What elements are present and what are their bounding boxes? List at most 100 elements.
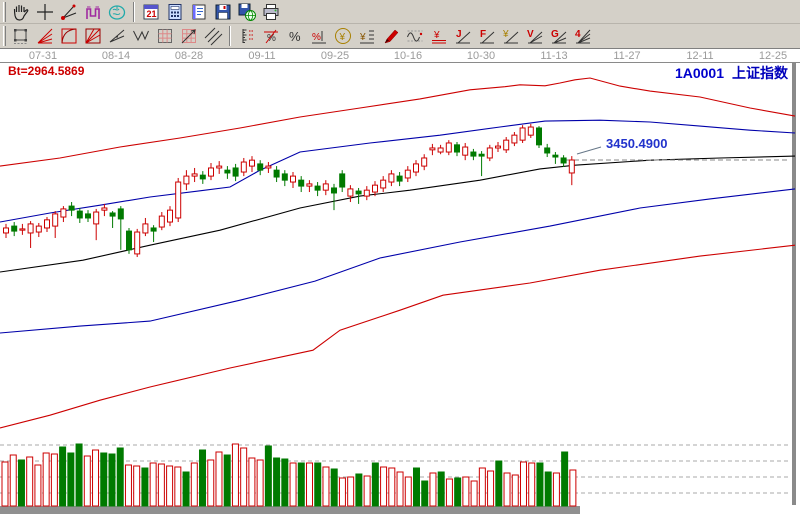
chart-region: 07-31 08-14 08-28 09-11 09-25 10-16 10-30 11-13… — [0, 49, 800, 514]
angle-lines-tool-button[interactable] — [105, 25, 129, 47]
volume-bar — [338, 477, 346, 507]
brush-tool-button[interactable] — [379, 25, 403, 47]
wave-lines-icon — [407, 30, 423, 42]
volume-bar — [454, 477, 462, 507]
parallel-lines-tool-button[interactable] — [201, 25, 225, 47]
j-line-tool-button[interactable]: J — [451, 25, 475, 47]
volume-bar — [199, 449, 207, 507]
candle — [339, 170, 346, 193]
bt-value-label: Bt=2964.5869 — [8, 64, 85, 78]
arc-box-icon — [61, 28, 77, 44]
volume-bar — [487, 470, 495, 507]
percent-line-tool-button[interactable]: % — [307, 25, 331, 47]
svg-text:J: J — [456, 29, 462, 40]
volume-bar — [470, 480, 478, 507]
crosshair-tool-button[interactable] — [33, 1, 57, 23]
gold-circle-icon: ¥ — [335, 28, 351, 44]
angle-lines-icon — [109, 29, 125, 43]
save-export-tool-button[interactable] — [235, 1, 259, 23]
calendar-tool-button[interactable]: 21 — [139, 1, 163, 23]
clamp-tool-button[interactable] — [81, 1, 105, 23]
toolbar-grip[interactable] — [3, 26, 6, 46]
svg-text:%: % — [289, 29, 301, 44]
toolbar-separator — [133, 1, 135, 22]
volume-bar — [363, 475, 371, 507]
brain-tool-button[interactable] — [105, 1, 129, 23]
percent-strike-tool-button[interactable]: % — [259, 25, 283, 47]
volume-bar — [26, 456, 34, 507]
candle — [486, 144, 493, 162]
gold-underline-tool-button[interactable]: ¥ — [427, 25, 451, 47]
lower-blue-band-line — [0, 188, 796, 334]
gann-line-tool-button[interactable]: G — [547, 25, 571, 47]
gold-line2-tool-button[interactable]: ¥ — [499, 25, 523, 47]
candle — [281, 170, 288, 187]
four-line-tool-button[interactable]: 4 — [571, 25, 595, 47]
volume-bar — [445, 478, 453, 507]
candle — [3, 223, 9, 238]
candle — [413, 160, 419, 177]
gold-lines-tool-button[interactable]: ¥ — [355, 25, 379, 47]
volume-bar — [149, 462, 157, 507]
candle — [126, 227, 132, 254]
candle — [158, 212, 165, 231]
ruler-scale-tool-button[interactable] — [235, 25, 259, 47]
candle — [117, 206, 124, 250]
grid-tool-button[interactable] — [153, 25, 177, 47]
compass-icon — [61, 4, 77, 20]
save-tool-button[interactable] — [211, 1, 235, 23]
price-volume-chart[interactable] — [0, 62, 800, 514]
wave-lines-tool-button[interactable] — [403, 25, 427, 47]
volume-bar — [528, 462, 536, 507]
grid-arrow-tool-button[interactable] — [177, 25, 201, 47]
date-label: 10-30 — [466, 50, 496, 62]
toolbar-grip[interactable] — [3, 1, 6, 22]
arc-box-tool-button[interactable] — [57, 25, 81, 47]
zigzag-tool-button[interactable] — [129, 25, 153, 47]
calculator-tool-button[interactable] — [163, 1, 187, 23]
clamp-icon — [86, 6, 100, 19]
candle — [167, 206, 173, 227]
box-select-tool-button[interactable] — [9, 25, 33, 47]
volume-axis-strip — [0, 506, 580, 514]
date-label: 12-11 — [686, 50, 714, 62]
ruler-scale-icon — [242, 29, 253, 43]
svg-text:¥: ¥ — [339, 32, 346, 43]
compass-tool-button[interactable] — [57, 1, 81, 23]
volume-bar — [314, 462, 322, 507]
candle — [240, 157, 247, 177]
candle — [347, 185, 354, 203]
volume-bar — [371, 462, 379, 507]
volume-bar — [116, 447, 124, 507]
volume-bar — [306, 462, 314, 507]
volume-bar — [462, 476, 470, 507]
last-price-label: 3450.4900 — [606, 136, 668, 151]
fan-box-tool-button[interactable] — [81, 25, 105, 47]
volume-bar — [380, 466, 388, 507]
candle — [454, 142, 460, 157]
volume-bar — [124, 464, 132, 507]
hand-tool-button[interactable] — [9, 1, 33, 23]
notes-tool-button[interactable] — [187, 1, 211, 23]
candle — [495, 142, 501, 153]
svg-text:%: % — [267, 33, 276, 44]
upper-blue-band-line — [0, 119, 796, 223]
svg-text:4: 4 — [575, 29, 581, 40]
volume-bar — [561, 451, 569, 507]
percent-tool-button[interactable]: % — [283, 25, 307, 47]
volume-bar — [174, 466, 182, 507]
f-line-tool-button[interactable]: F — [475, 25, 499, 47]
volume-bar — [108, 453, 116, 507]
candle — [421, 154, 428, 171]
date-label: 08-14 — [101, 50, 131, 62]
candle — [536, 126, 542, 148]
date-label: 11-13 — [540, 50, 568, 62]
candle — [208, 162, 214, 181]
fan-lines-tool-button[interactable] — [33, 25, 57, 47]
speed-line-tool-button[interactable]: V — [523, 25, 547, 47]
gold-circle-tool-button[interactable]: ¥ — [331, 25, 355, 47]
save-export-icon — [238, 3, 256, 21]
print-tool-button[interactable] — [259, 1, 283, 23]
candle — [224, 166, 231, 179]
